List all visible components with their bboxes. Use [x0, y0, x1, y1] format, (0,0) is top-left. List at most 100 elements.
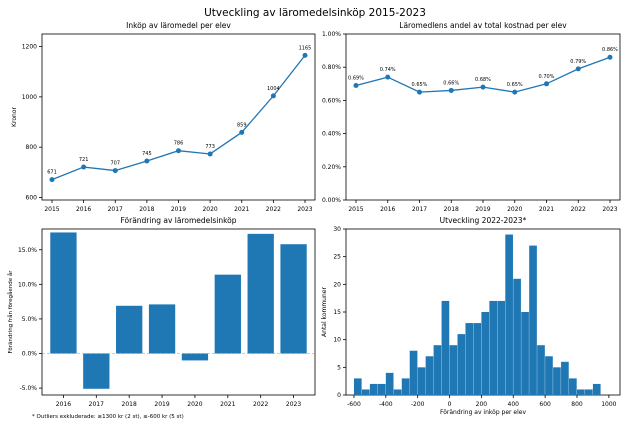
data-label: 1004 [267, 86, 280, 92]
chart-title: Inköp av läromedel per elev [126, 21, 231, 30]
data-label: 1165 [299, 45, 312, 51]
bar [116, 305, 143, 354]
data-point [112, 168, 118, 174]
data-label: 0.86% [602, 47, 618, 53]
x-tick-label: 2015 [44, 206, 59, 213]
y-tick-label: 15 [333, 309, 341, 316]
y-tick-label: 25 [333, 254, 341, 261]
y-tick-label: 800 [26, 144, 38, 151]
data-point [544, 81, 549, 87]
data-label: 0.66% [443, 80, 459, 86]
bar [247, 233, 274, 354]
y-tick-label: 10.0% [18, 281, 37, 288]
y-axis-label: Förändring från föregående år [7, 270, 14, 354]
y-tick-label: 0.20% [322, 164, 341, 171]
y-tick-label: 30 [333, 226, 341, 233]
histogram-bar [481, 312, 490, 395]
x-tick-label: 2019 [475, 206, 490, 213]
data-point [176, 148, 181, 154]
data-point [417, 89, 422, 95]
data-point [207, 151, 213, 157]
histogram-bar [537, 345, 545, 395]
x-tick-label: 2020 [187, 401, 202, 408]
histogram-bar [409, 350, 418, 395]
data-label: 859 [237, 122, 247, 128]
bar [83, 353, 110, 389]
x-tick-label: 1000 [601, 401, 616, 408]
x-tick-label: 2016 [76, 206, 91, 213]
histogram-bar [505, 234, 513, 395]
x-tick-label: 2015 [348, 206, 363, 213]
histogram-bar [576, 389, 585, 395]
x-tick-label: 2017 [89, 401, 104, 408]
y-tick-label: 0.60% [322, 97, 341, 104]
data-label: 773 [205, 144, 215, 150]
x-tick-label: 200 [476, 401, 488, 408]
data-label: 0.79% [570, 59, 586, 65]
histogram-bar [561, 361, 569, 395]
x-tick-label: 600 [539, 401, 551, 408]
data-point [512, 89, 518, 95]
x-tick-label: 2018 [139, 206, 154, 213]
x-tick-label: 2017 [412, 206, 427, 213]
data-label: 707 [110, 161, 120, 167]
y-axis-label: Kronor [11, 107, 18, 127]
histogram-bar [513, 278, 521, 395]
x-axis-label: Förändring av inköp per elev [440, 409, 526, 416]
data-point [144, 158, 150, 164]
chart-purchase-per-student: Inköp av läromedel per elev Kronor 600 800 1… [11, 21, 316, 213]
y-tick-label: 10 [333, 337, 341, 344]
data-label: 0.69% [348, 75, 364, 81]
y-tick-label: 1200 [22, 44, 37, 51]
data-label: 0.65% [412, 82, 428, 88]
histogram-bar [545, 356, 553, 395]
y-tick-label: 1.00% [322, 31, 341, 38]
histogram-bar [569, 378, 577, 395]
data-point [270, 93, 276, 99]
data-label: 0.65% [507, 82, 523, 88]
x-tick-label: 0 [448, 401, 452, 408]
histogram-bar [592, 383, 601, 395]
data-label: 0.74% [380, 67, 396, 73]
x-tick-label: 2020 [202, 206, 217, 213]
histogram-bar [529, 245, 537, 395]
x-tick-label: 2016 [380, 206, 395, 213]
x-tick-label: 2018 [444, 206, 459, 213]
x-tick-label: -400 [379, 401, 393, 408]
x-tick-label: 800 [571, 401, 583, 408]
histogram-bar [433, 345, 442, 395]
histogram-bar [457, 334, 466, 395]
y-axis-label: Antal kommuner [321, 287, 328, 337]
plot-frame [41, 228, 316, 396]
y-tick-label: 600 [26, 194, 38, 201]
plot-frame [41, 33, 316, 201]
data-label: 786 [174, 141, 184, 147]
histogram-bar [377, 383, 386, 395]
x-tick-label: -600 [347, 401, 361, 408]
x-tick-label: 400 [508, 401, 520, 408]
bar [50, 232, 77, 354]
histogram-bar [425, 356, 434, 395]
x-tick-label: 2023 [286, 401, 301, 408]
data-point [607, 54, 613, 60]
y-tick-label: 0.40% [322, 131, 341, 138]
bar [148, 304, 176, 354]
histogram-bar [441, 300, 450, 395]
histogram-bar [361, 389, 370, 395]
x-tick-label: 2022 [266, 206, 281, 213]
data-label: 671 [47, 170, 57, 176]
x-tick-label: 2019 [171, 206, 186, 213]
chart-share-of-total-cost: Läromedlens andel av total kostnad per e… [322, 21, 621, 213]
data-label: 721 [79, 157, 89, 163]
histogram-bar [521, 312, 529, 395]
x-tick-label: 2023 [602, 206, 617, 213]
chart-title: Förändring av läromedelsinköp [120, 216, 236, 225]
data-label: 745 [142, 151, 152, 157]
data-point [302, 52, 308, 58]
histogram-bar [465, 323, 474, 395]
data-label: 0.70% [539, 74, 555, 80]
data-point [575, 66, 581, 72]
y-tick-label: 1000 [22, 94, 37, 101]
x-tick-label: 2021 [539, 206, 554, 213]
histogram-bar [553, 367, 561, 395]
